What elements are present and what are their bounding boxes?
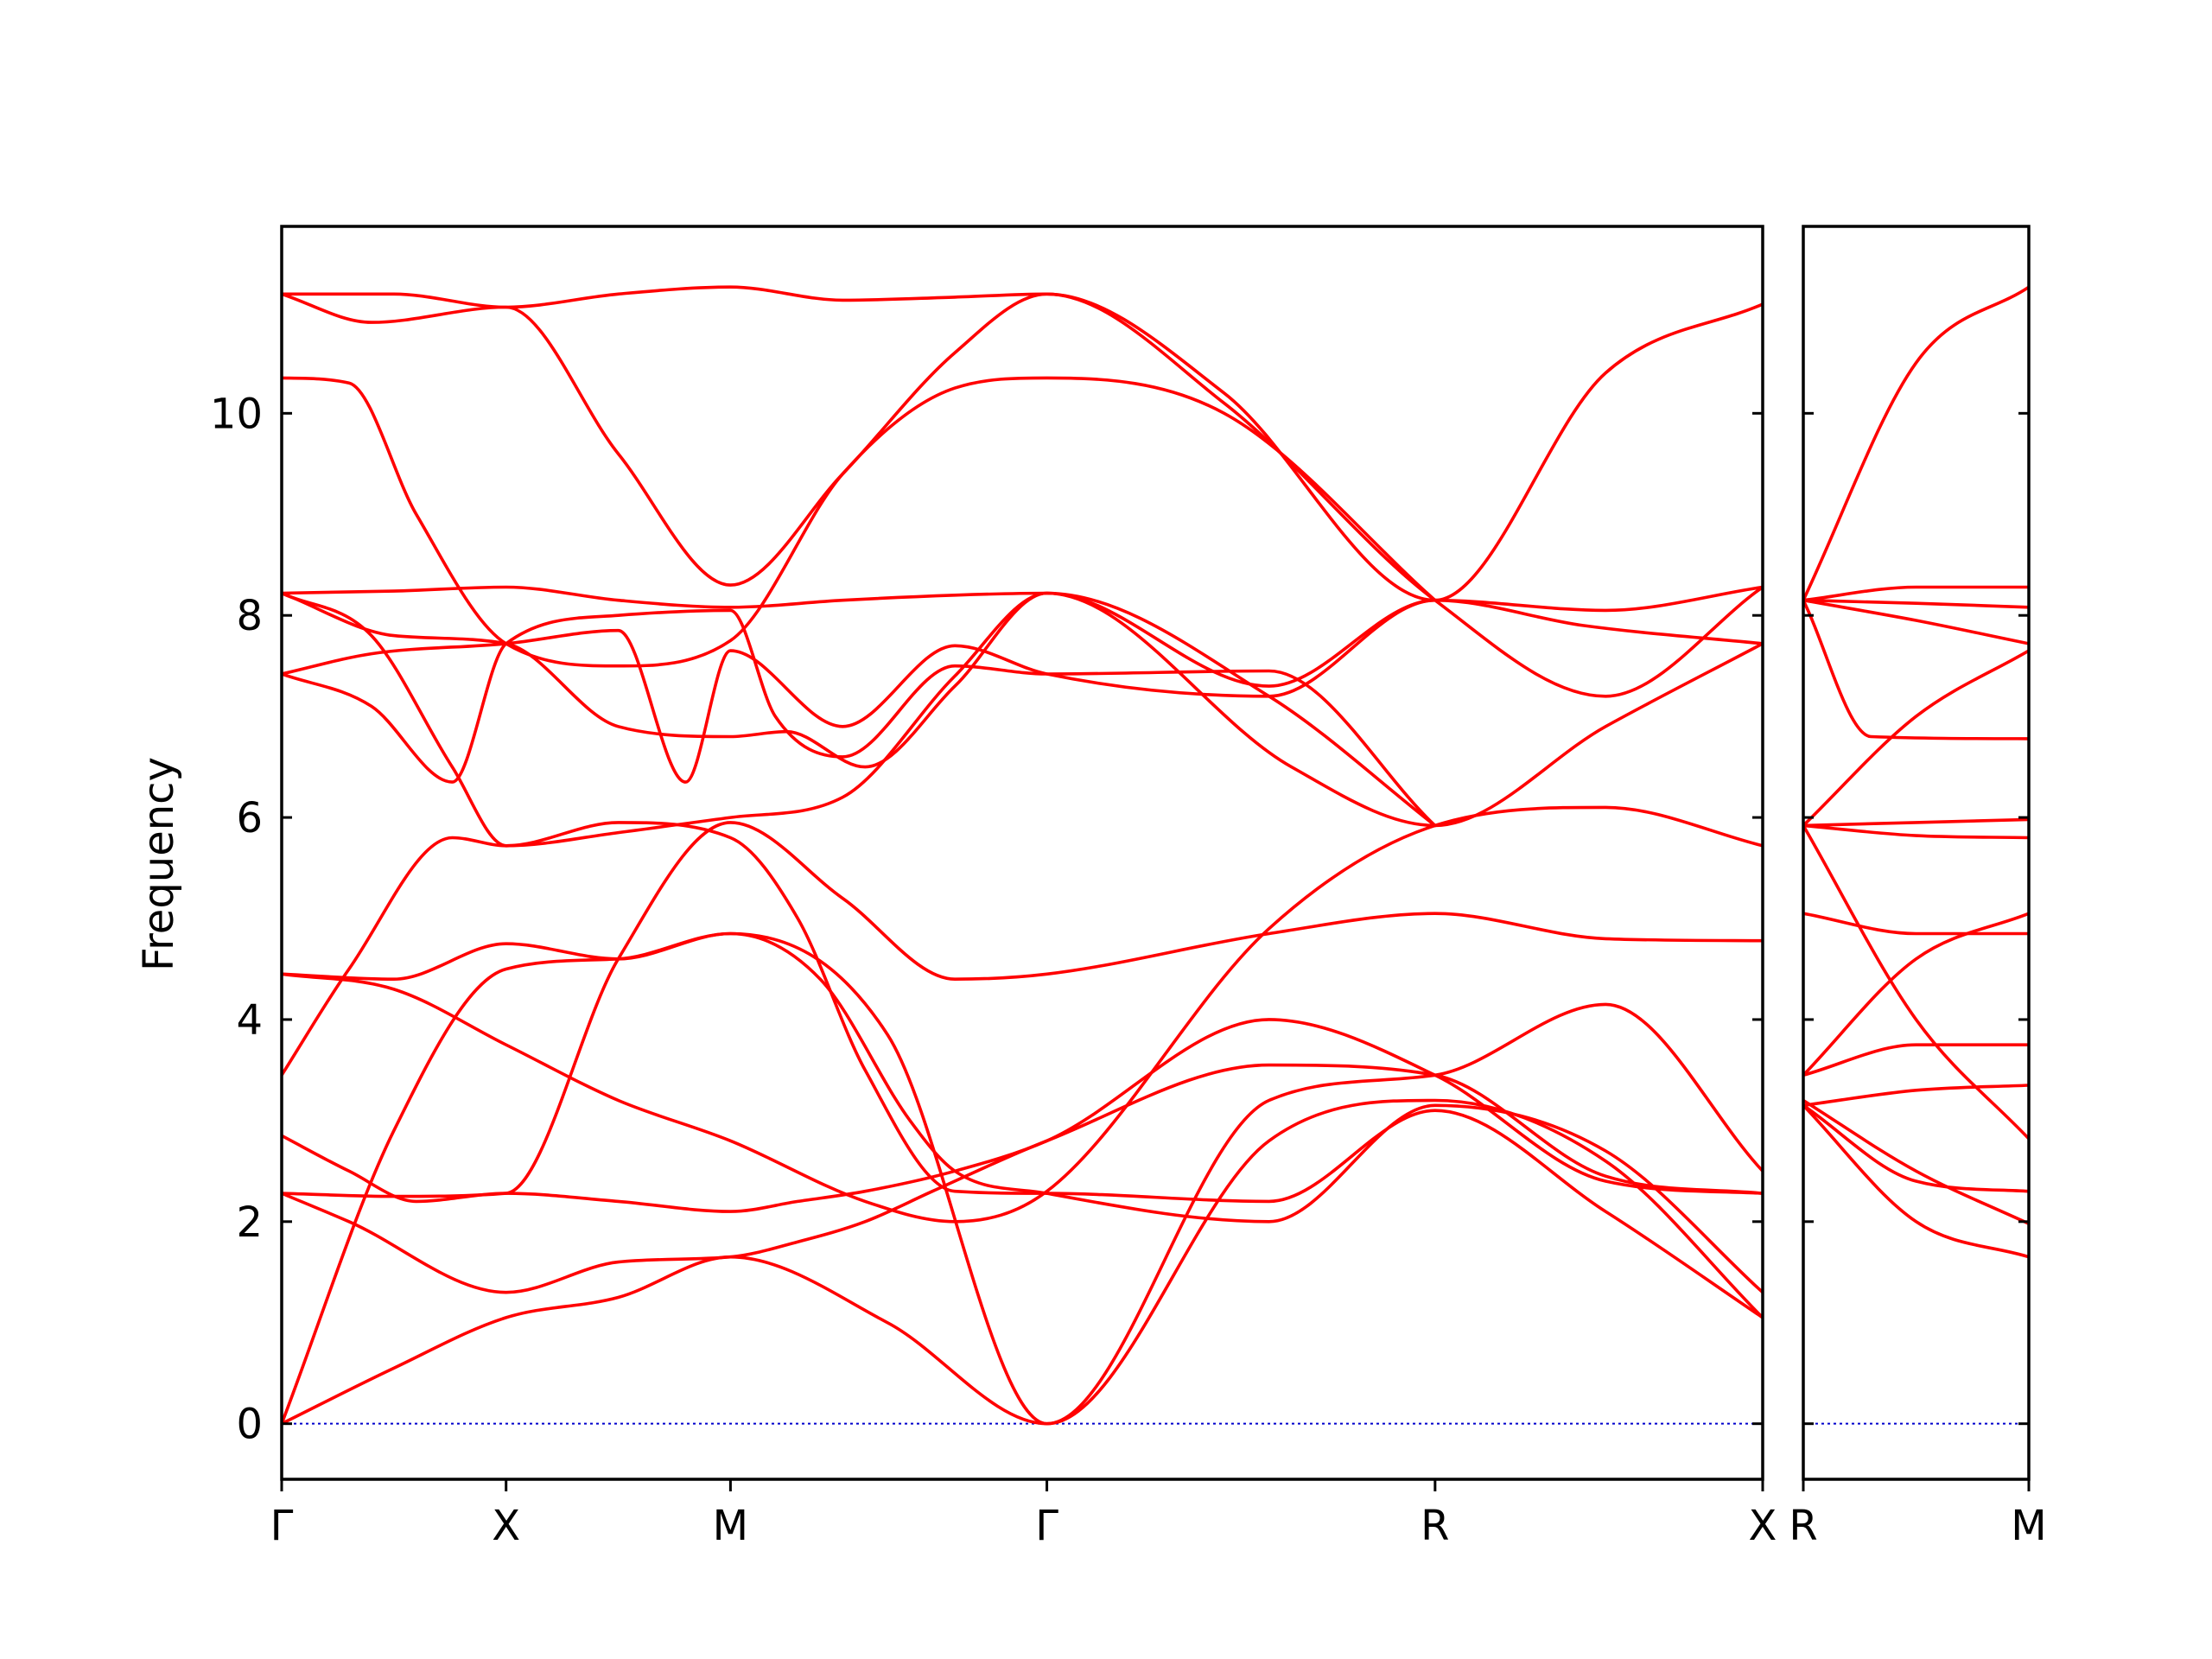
band-line-1	[1803, 285, 2029, 602]
bands-group	[1803, 285, 2029, 1259]
y-tick-label: 0	[236, 1401, 263, 1449]
x-tick-label: R	[1789, 1502, 1817, 1550]
band-line-4	[282, 585, 1763, 688]
x-tick-label: X	[492, 1502, 520, 1550]
band-line-16	[282, 931, 1763, 1426]
x-tick-label: R	[1421, 1502, 1449, 1550]
band-line-12	[282, 805, 1763, 1224]
band-line-4	[1803, 598, 2029, 645]
band-line-10	[1803, 912, 2029, 1077]
y-tick-label: 10	[210, 390, 263, 438]
x-tick-label: Γ	[1035, 1502, 1058, 1550]
band-line-2	[1803, 585, 2029, 602]
x-tick-label: Γ	[270, 1502, 294, 1550]
band-line-13	[282, 931, 1763, 1294]
band-line-7	[1803, 817, 2029, 828]
x-tick-label: M	[2011, 1502, 2046, 1550]
band-line-11	[282, 821, 1763, 1319]
band-line-13	[1803, 1084, 2029, 1108]
band-line-5	[1803, 649, 2029, 828]
band-line-8	[282, 591, 1437, 828]
band-line-14	[282, 1063, 1763, 1294]
band-line-12	[1803, 1043, 2029, 1077]
y-tick-label: 6	[236, 794, 263, 842]
band-line-9	[1803, 912, 2029, 936]
y-tick-label: 2	[236, 1198, 263, 1247]
band-line-16	[1803, 1103, 2029, 1259]
x-tick-label: M	[713, 1502, 748, 1550]
panel-1: 0 2 4 6 8 10 Γ X M Γ R X	[210, 225, 1777, 1550]
y-tick-label: 8	[236, 592, 263, 640]
band-line-15	[1803, 1098, 2029, 1225]
band-line-1	[282, 285, 1763, 602]
band-line-6	[1803, 598, 2029, 741]
band-line-5	[282, 591, 1763, 848]
band-line-8	[1803, 823, 2029, 840]
band-line-7	[282, 608, 1437, 828]
plot-frame	[280, 225, 1764, 1481]
band-line-3	[1803, 598, 2029, 609]
band-line-2	[282, 292, 1763, 698]
band-line-15	[282, 1098, 1763, 1426]
band-line-3	[282, 376, 1437, 668]
bands-group	[282, 285, 1763, 1426]
band-line-10	[282, 1018, 1763, 1213]
band-line-6	[282, 598, 1763, 784]
y-tick-label: 4	[236, 996, 263, 1045]
band-line-9	[282, 821, 1763, 1198]
y-axis-label: Frequency	[135, 757, 183, 971]
plot-frame	[1802, 225, 2031, 1481]
x-tick-label: X	[1749, 1502, 1777, 1550]
band-line-14	[1803, 1103, 2029, 1193]
band-line-11	[1803, 823, 2029, 1141]
